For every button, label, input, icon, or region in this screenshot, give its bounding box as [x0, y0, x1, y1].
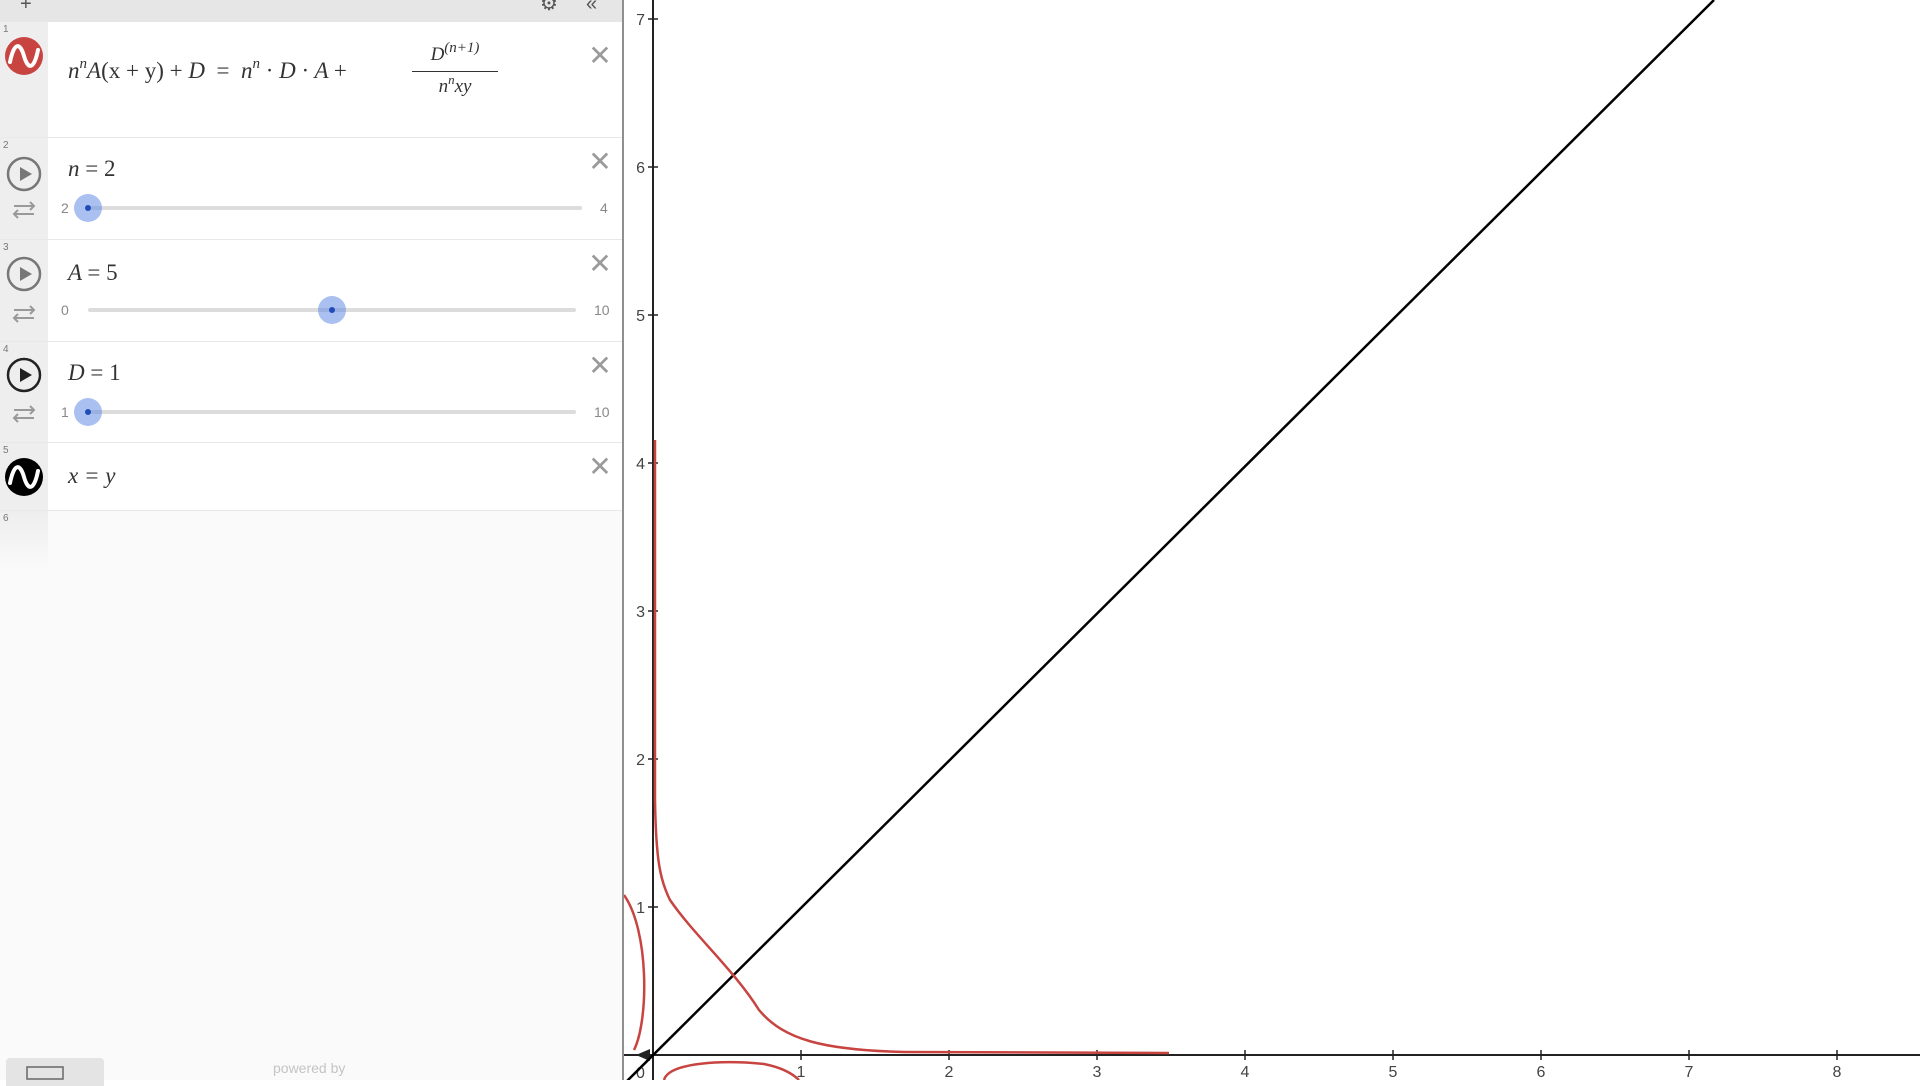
implicit-curve-branch-bottom[interactable] — [662, 1061, 800, 1080]
expression-row-5[interactable]: 5 x = y ✕ — [0, 443, 622, 511]
slider-label[interactable]: n = 2 — [68, 156, 116, 181]
expression-index: 4 — [3, 344, 9, 355]
slider-track[interactable] — [88, 206, 582, 210]
y-tick-label: 6 — [636, 160, 645, 177]
slider-max[interactable]: 10 — [594, 302, 610, 318]
play-icon[interactable] — [4, 154, 44, 194]
play-icon[interactable] — [4, 355, 44, 395]
x-tick-label: 1 — [797, 1064, 806, 1080]
loop-icon[interactable] — [4, 302, 44, 326]
x-tick-label: 7 — [1685, 1064, 1694, 1080]
slider-min[interactable]: 2 — [61, 200, 69, 216]
implicit-curve-branch-left[interactable] — [624, 894, 646, 1051]
y-ticks: 1 2 3 4 5 6 7 — [636, 12, 658, 917]
x-tick-label: 2 — [945, 1064, 954, 1080]
slider-label[interactable]: D = 1 — [68, 360, 121, 385]
axes — [624, 0, 1920, 1080]
x-tick-label: 8 — [1833, 1064, 1842, 1080]
expression-row-4[interactable]: 4 D = 1 1 10 ✕ — [0, 342, 622, 443]
expression-index: 6 — [3, 513, 9, 524]
expression-panel: + ⚙ « 1 nnA(x + y) + D = nn · D · A + D(… — [0, 0, 624, 1086]
slider-thumb[interactable] — [74, 194, 102, 222]
expression-toolbar: + ⚙ « — [0, 0, 622, 22]
origin-label: 0 — [636, 1065, 645, 1080]
slider-label[interactable]: A = 5 — [68, 260, 118, 285]
keyboard-toggle-button[interactable] — [6, 1058, 104, 1086]
y-tick-label: 2 — [636, 752, 645, 769]
slider-thumb[interactable] — [74, 398, 102, 426]
x-axis-arrow — [636, 1049, 650, 1061]
slider-min[interactable]: 1 — [61, 404, 69, 420]
expression-index: 3 — [3, 242, 9, 253]
y-tick-label: 4 — [636, 456, 645, 473]
delete-expression-button[interactable]: ✕ — [588, 350, 612, 381]
double-chevron-left-icon[interactable]: « — [586, 0, 598, 15]
x-tick-label: 6 — [1537, 1064, 1546, 1080]
expression-gutter: 4 — [0, 342, 48, 442]
equation-formula[interactable]: x = y — [68, 463, 116, 488]
new-expression-row[interactable]: 6 — [0, 511, 48, 571]
plus-icon[interactable]: + — [20, 0, 32, 15]
y-tick-label: 1 — [636, 900, 645, 917]
delete-expression-button[interactable]: ✕ — [588, 146, 612, 177]
gear-icon[interactable]: ⚙ — [540, 0, 558, 15]
expression-gutter: 3 — [0, 240, 48, 341]
x-tick-label: 4 — [1241, 1064, 1250, 1080]
expression-row-2[interactable]: 2 n = 2 2 4 ✕ — [0, 138, 622, 240]
delete-expression-button[interactable]: ✕ — [588, 40, 612, 71]
keyboard-icon — [26, 1066, 64, 1080]
red-wave-icon[interactable] — [4, 36, 44, 76]
x-tick-label: 5 — [1389, 1064, 1398, 1080]
delete-expression-button[interactable]: ✕ — [588, 248, 612, 279]
expression-row-1[interactable]: 1 nnA(x + y) + D = nn · D · A + D(n+1) n… — [0, 22, 622, 138]
expression-index: 5 — [3, 445, 9, 456]
expression-gutter: 1 — [0, 22, 48, 137]
expression-index: 1 — [3, 24, 9, 35]
slider-thumb[interactable] — [318, 296, 346, 324]
slider-min[interactable]: 0 — [61, 302, 69, 318]
y-tick-label: 3 — [636, 604, 645, 621]
expression-index: 2 — [3, 140, 9, 151]
expression-row-3[interactable]: 3 A = 5 0 10 ✕ — [0, 240, 622, 342]
expression-gutter: 5 — [0, 443, 48, 510]
equation-formula[interactable]: nnA(x + y) + D = nn · D · A + — [68, 56, 347, 83]
powered-by-text: powered by — [273, 1060, 346, 1076]
y-tick-label: 7 — [636, 12, 645, 29]
slider-track[interactable] — [88, 410, 576, 414]
slider-max[interactable]: 4 — [600, 200, 608, 216]
line-x-equals-y[interactable] — [624, 0, 1715, 1080]
loop-icon[interactable] — [4, 402, 44, 426]
black-wave-icon[interactable] — [4, 457, 44, 497]
graph-canvas[interactable]: 1 2 3 4 5 6 7 8 1 2 3 4 5 6 7 0 — [624, 0, 1920, 1080]
play-icon[interactable] — [4, 254, 44, 294]
slider-max[interactable]: 10 — [594, 404, 610, 420]
equation-fraction: D(n+1) nnxy — [412, 40, 498, 103]
delete-expression-button[interactable]: ✕ — [588, 451, 612, 482]
implicit-curve-branch[interactable] — [653, 440, 1170, 1055]
y-tick-label: 5 — [636, 308, 645, 325]
x-tick-label: 3 — [1093, 1064, 1102, 1080]
loop-icon[interactable] — [4, 198, 44, 222]
expression-gutter: 2 — [0, 138, 48, 239]
